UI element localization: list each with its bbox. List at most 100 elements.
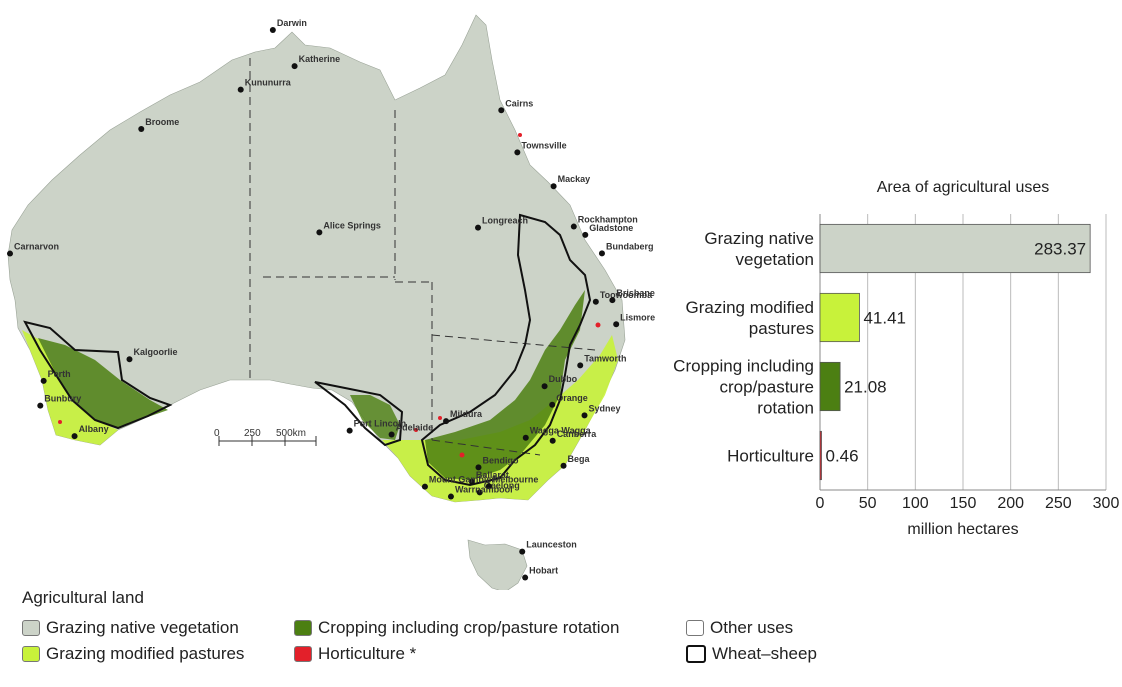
wheat-sheep-zone-southwest bbox=[23, 320, 173, 430]
city-label: Cairns bbox=[505, 98, 533, 108]
city-label: Adelaide bbox=[396, 422, 434, 432]
city-label: Hobart bbox=[529, 566, 558, 576]
city-dot bbox=[549, 437, 556, 444]
legend-label: Grazing modified pastures bbox=[46, 644, 245, 663]
city-dot bbox=[37, 402, 44, 409]
city-label: Bundaberg bbox=[606, 241, 654, 251]
city-dot bbox=[476, 489, 483, 496]
city-dot bbox=[475, 224, 482, 231]
city-label: Kununurra bbox=[245, 78, 292, 88]
legend-swatch bbox=[686, 645, 706, 663]
legend-swatch bbox=[686, 620, 704, 636]
city-dot bbox=[443, 418, 450, 425]
city-markers: Darwin Katherine Kununurra Broome Cairns Town… bbox=[7, 18, 655, 581]
city-dot bbox=[71, 433, 78, 440]
city-dot bbox=[138, 126, 145, 132]
city-label: Dubbo bbox=[549, 374, 578, 384]
city-dot bbox=[291, 63, 298, 70]
legend-item-grazing-modified: Grazing modified pastures bbox=[22, 644, 244, 664]
city-label: Townsville bbox=[521, 140, 566, 150]
bar-value-label: 21.08 bbox=[844, 378, 887, 397]
city-dot bbox=[237, 86, 244, 93]
category-label: vegetation bbox=[736, 250, 814, 269]
city-dot bbox=[592, 298, 599, 305]
city-label: Carnarvon bbox=[14, 242, 59, 252]
city-label: Broome bbox=[145, 117, 179, 127]
city-label: Warrnambool bbox=[455, 485, 513, 495]
city-label: Albany bbox=[79, 424, 109, 434]
city-dot bbox=[514, 149, 521, 156]
chart-title: Area of agricultural uses bbox=[877, 179, 1050, 196]
x-tick-label: 100 bbox=[902, 495, 929, 512]
scale-label-0: 0 bbox=[214, 428, 220, 439]
city-dot bbox=[498, 107, 505, 114]
legend-item-other-uses: Other uses bbox=[686, 618, 793, 638]
scale-label-250: 250 bbox=[244, 428, 261, 439]
city-label: Mildura bbox=[450, 409, 483, 419]
x-tick-label: 250 bbox=[1045, 495, 1072, 512]
legend-swatch bbox=[22, 620, 40, 636]
city-dot bbox=[609, 297, 616, 304]
city-dot bbox=[269, 27, 276, 33]
bar-value-label: 41.41 bbox=[863, 309, 906, 328]
city-dot bbox=[421, 483, 428, 490]
scale-label-500km: 500km bbox=[276, 428, 306, 439]
city-dot bbox=[40, 377, 47, 384]
city-label: Orange bbox=[556, 393, 588, 403]
city-label: Launceston bbox=[526, 540, 577, 550]
city-dot bbox=[468, 478, 475, 485]
x-axis-label: million hectares bbox=[907, 521, 1018, 538]
x-tick-label: 200 bbox=[997, 495, 1024, 512]
legend-item-grazing-native: Grazing native vegetation bbox=[22, 618, 239, 638]
legend-label: Wheat–sheep bbox=[712, 644, 817, 663]
city-label: Wagga Wagga bbox=[530, 426, 592, 436]
city-label: Melbourne bbox=[493, 474, 539, 484]
city-label: Mackay bbox=[558, 174, 591, 184]
legend-label: Other uses bbox=[710, 618, 794, 637]
x-tick-label: 150 bbox=[950, 495, 977, 512]
city-dot bbox=[7, 250, 13, 257]
city-label: Darwin bbox=[277, 18, 307, 28]
city-label: Bunbury bbox=[44, 394, 81, 404]
city-dot bbox=[613, 321, 620, 328]
legend-label: Grazing native vegetation bbox=[46, 618, 239, 637]
city-dot bbox=[316, 229, 323, 236]
category-label: Grazing modified bbox=[685, 298, 814, 317]
bar bbox=[819, 292, 860, 343]
city-label: Mount Gambier bbox=[429, 475, 495, 485]
city-label: Alice Springs bbox=[323, 220, 381, 230]
city-dot bbox=[598, 250, 605, 257]
city-label: Perth bbox=[48, 369, 71, 379]
city-label: Geelong bbox=[484, 480, 520, 490]
category-label: pastures bbox=[749, 319, 814, 338]
legend-title: Agricultural land bbox=[22, 588, 144, 607]
legend-swatch bbox=[294, 620, 312, 636]
legend-item-horticulture: Horticulture * bbox=[294, 644, 416, 664]
city-dot bbox=[522, 434, 529, 441]
city-label: Ballarat bbox=[476, 470, 509, 480]
city-dot bbox=[577, 362, 584, 369]
bar bbox=[819, 223, 1091, 274]
x-tick-label: 300 bbox=[1093, 495, 1120, 512]
city-dot bbox=[447, 493, 454, 500]
cropping-region-sa bbox=[350, 395, 400, 440]
legend-item-cropping: Cropping including crop/pasture rotation bbox=[294, 618, 619, 638]
legend-swatch bbox=[294, 646, 312, 662]
category-label: crop/pasture bbox=[720, 378, 815, 397]
city-dot bbox=[485, 483, 492, 490]
city-dot bbox=[541, 383, 548, 390]
city-label: Canberra bbox=[557, 429, 598, 439]
city-dot bbox=[581, 412, 588, 419]
city-label: Sydney bbox=[589, 403, 621, 413]
city-label: Gladstone bbox=[589, 223, 633, 233]
city-label: Port Lincoln bbox=[354, 419, 407, 429]
city-label: Tamworth bbox=[584, 353, 626, 363]
agricultural-land-map: Darwin Katherine Kununurra Broome Cairns Town… bbox=[7, 14, 655, 590]
city-dot bbox=[560, 462, 567, 469]
x-tick-label: 50 bbox=[859, 495, 877, 512]
state-borders bbox=[249, 58, 596, 456]
city-label: Katherine bbox=[299, 54, 341, 64]
legend-label: Horticulture * bbox=[318, 644, 417, 663]
horticulture-spots bbox=[58, 133, 601, 458]
city-dot bbox=[346, 427, 353, 434]
